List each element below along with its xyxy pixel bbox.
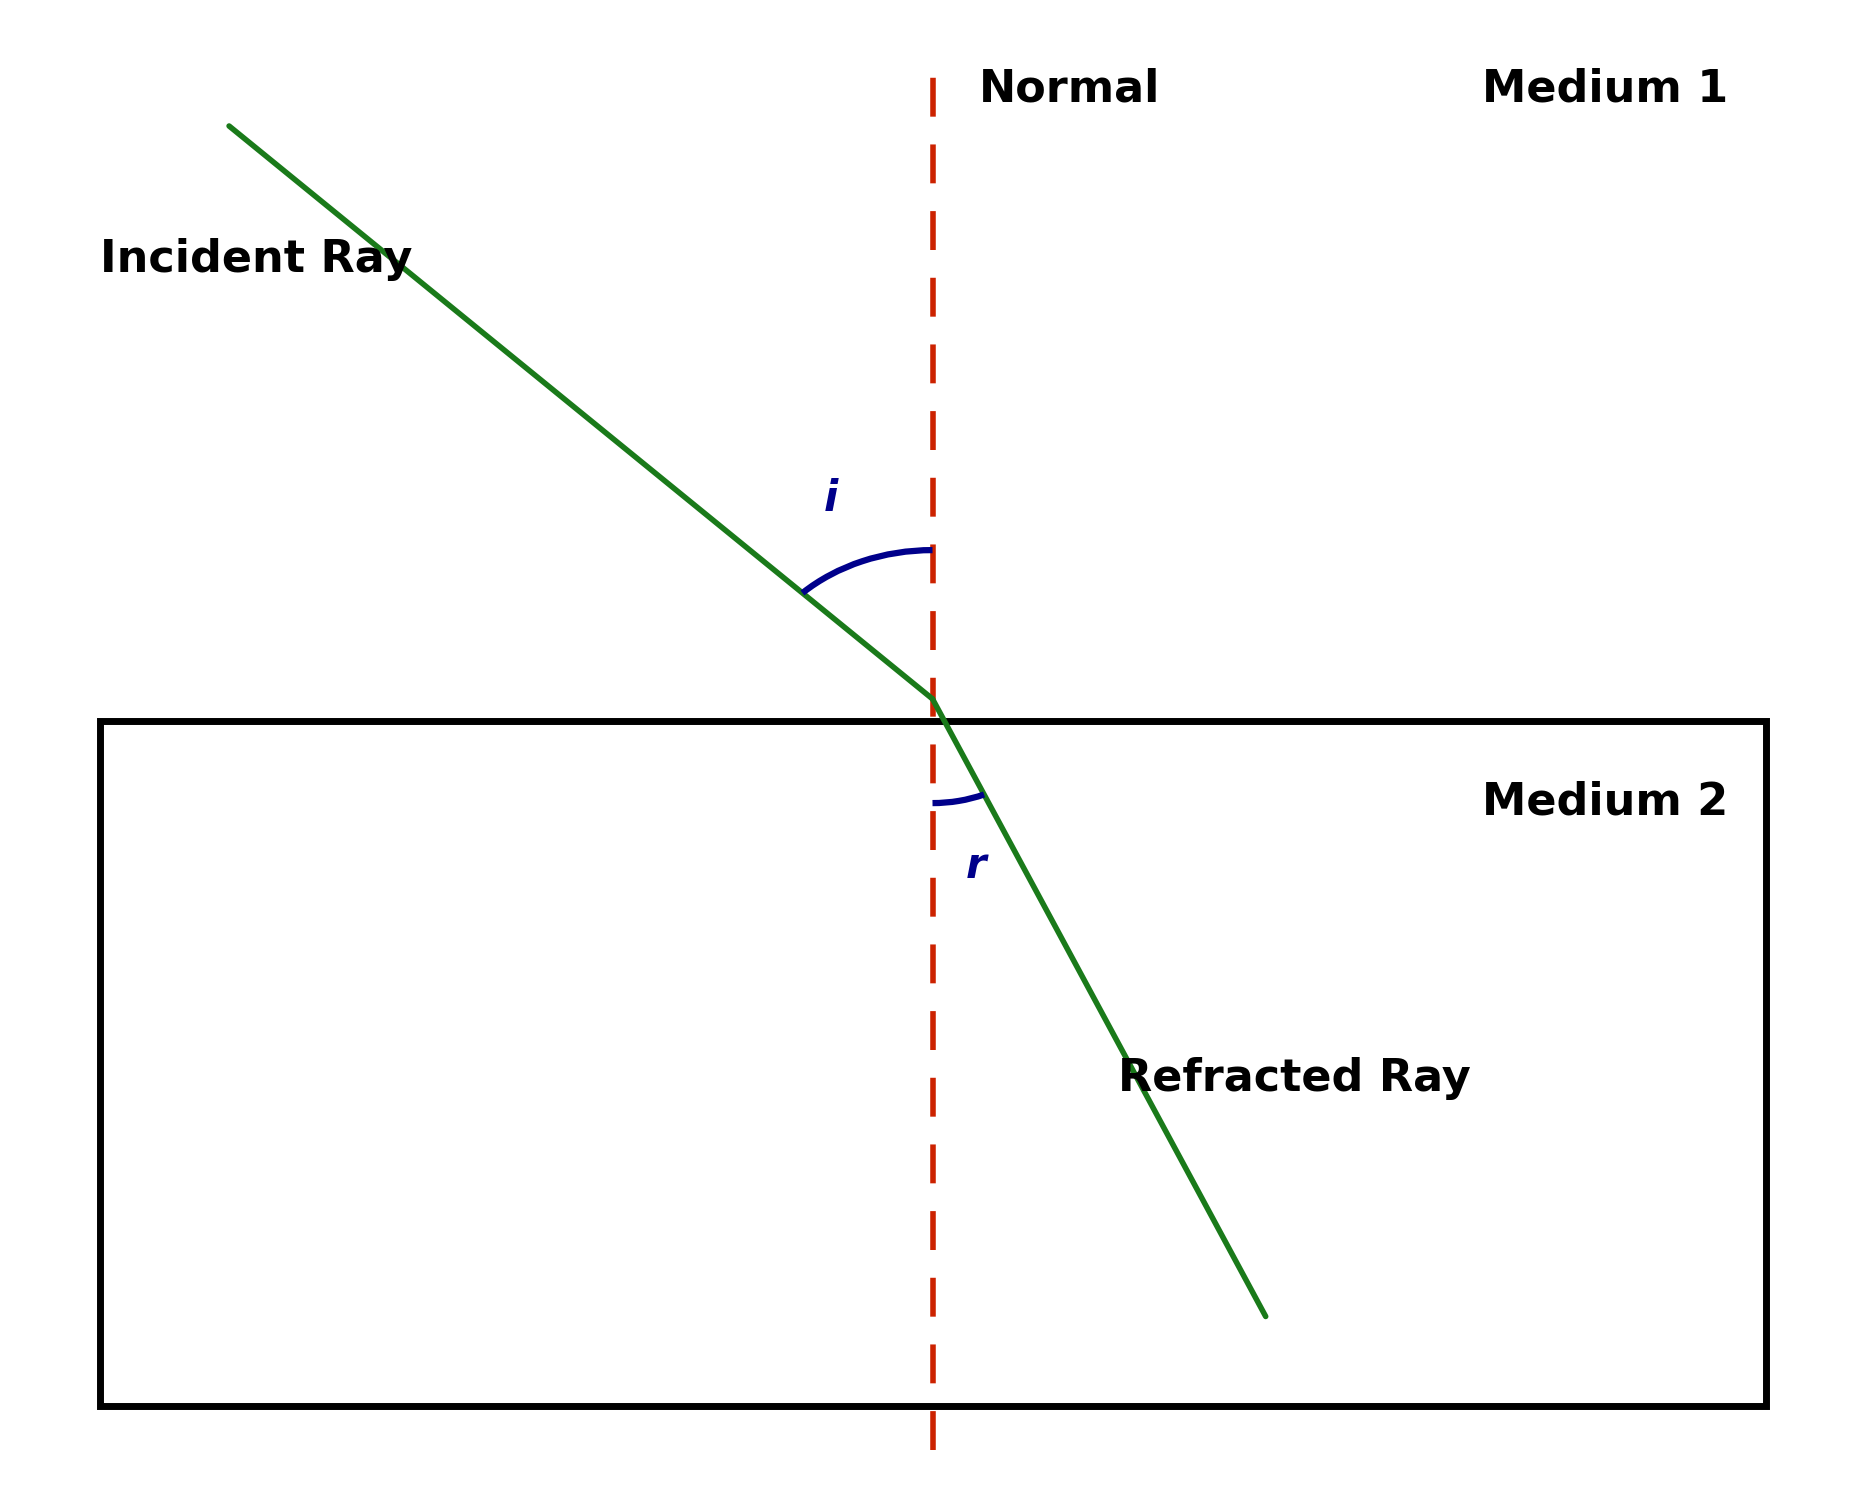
Text: r: r <box>966 846 986 888</box>
Text: Incident Ray: Incident Ray <box>99 239 412 281</box>
Bar <box>99 721 1765 1406</box>
Text: Medium 2: Medium 2 <box>1482 781 1728 823</box>
Text: i: i <box>824 478 837 520</box>
Text: Medium 1: Medium 1 <box>1482 68 1728 110</box>
Text: Refracted Ray: Refracted Ray <box>1117 1057 1469 1099</box>
Text: Normal: Normal <box>979 68 1159 110</box>
